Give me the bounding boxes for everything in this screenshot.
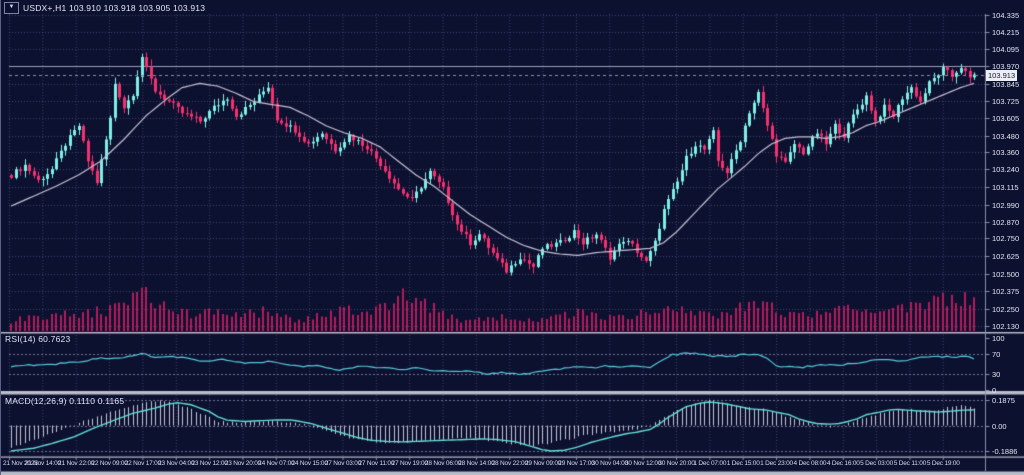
symbol-dropdown-button[interactable]: ▼ bbox=[4, 2, 19, 14]
time-tick-label: 28 Nov 22:00 bbox=[491, 460, 528, 467]
price-tick-label: 103.115 bbox=[992, 183, 1019, 193]
price-tick-label: 103.970 bbox=[992, 62, 1020, 72]
price-tick-label: 102.375 bbox=[992, 287, 1020, 297]
time-tick-label: 23 Nov 12:00 bbox=[191, 460, 228, 467]
macd-tick-label: -0.1886 bbox=[992, 446, 1018, 456]
time-tick-label: 24 Nov 15:00 bbox=[291, 460, 328, 467]
time-tick-label: 5 Dec 19:00 bbox=[926, 460, 960, 467]
price-tick-label: 103.480 bbox=[992, 131, 1020, 141]
rsi-tick-label: 70 bbox=[992, 349, 1001, 359]
price-tick-label: 104.335 bbox=[992, 11, 1020, 20]
time-tick-label: 29 Nov 09:00 bbox=[524, 460, 562, 467]
time-tick-label: 1 Dec 23:00 bbox=[760, 460, 793, 467]
time-tick-label: 22 Nov 09:00 bbox=[91, 460, 128, 467]
macd-tick-label: 0.00 bbox=[992, 421, 1007, 431]
price-tick-label: 103.845 bbox=[992, 80, 1020, 90]
price-tick-label: 102.750 bbox=[992, 234, 1020, 244]
price-tick-label: 102.250 bbox=[992, 304, 1020, 314]
time-tick-label: 27 Nov 03:00 bbox=[324, 460, 362, 467]
time-tick-label: 21 Nov 2023 bbox=[3, 460, 38, 467]
price-tick-label: 104.215 bbox=[992, 27, 1020, 37]
price-tick-label: 104.095 bbox=[992, 44, 1020, 54]
macd-indicator-label: MACD(12,26,9) 0.1110 0.1165 bbox=[5, 396, 125, 406]
current-price-tag: 103.913 bbox=[986, 70, 1018, 81]
time-tick-label: 21 Nov 22:00 bbox=[58, 460, 95, 467]
price-tick-label: 102.500 bbox=[992, 269, 1020, 279]
rsi-tick-label: 30 bbox=[992, 370, 1001, 380]
time-tick-label: 28 Nov 06:00 bbox=[424, 460, 462, 467]
price-tick-label: 103.605 bbox=[992, 113, 1020, 123]
rsi-tick-label: 100 bbox=[992, 334, 1005, 343]
time-tick-label: 30 Nov 12:00 bbox=[625, 460, 662, 467]
time-tick-label: 5 Dec 03:00 bbox=[860, 460, 894, 467]
time-tick-label: 23 Nov 20:00 bbox=[224, 460, 262, 467]
price-tick-label: 102.870 bbox=[992, 217, 1020, 227]
price-tick-label: 102.130 bbox=[992, 321, 1020, 331]
time-tick-label: 24 Nov 07:00 bbox=[258, 460, 295, 467]
price-tick-label: 103.360 bbox=[992, 148, 1020, 158]
symbol-info-bar: ▼ USDX+,H1 103.910 103.918 103.905 103.9… bbox=[4, 2, 205, 14]
time-tick-label: 1 Dec 15:00 bbox=[726, 460, 760, 467]
time-tick-label: 22 Nov 17:00 bbox=[124, 460, 162, 467]
time-tick-label: 21 Nov 14:00 bbox=[24, 460, 61, 467]
macd-tick-label: 0.1875 bbox=[992, 396, 1015, 406]
price-tick-label: 103.240 bbox=[992, 165, 1020, 175]
rsi-indicator-label: RSI(14) 60.7623 bbox=[5, 334, 71, 344]
time-tick-label: 4 Dec 08:00 bbox=[793, 460, 827, 467]
time-tick-label: 30 Nov 04:00 bbox=[591, 460, 628, 467]
time-tick-label: 28 Nov 14:00 bbox=[458, 460, 495, 467]
time-tick-label: 27 Nov 11:00 bbox=[358, 460, 395, 467]
symbol-ohlc-text: USDX+,H1 103.910 103.918 103.905 103.913 bbox=[23, 3, 206, 13]
time-tick-label: 30 Nov 20:00 bbox=[658, 460, 695, 467]
rsi-tick-label: 0 bbox=[992, 386, 997, 395]
time-tick-label: 1 Dec 07:00 bbox=[693, 460, 727, 467]
price-tick-label: 102.990 bbox=[992, 200, 1020, 210]
price-tick-label: 103.725 bbox=[992, 97, 1020, 106]
time-tick-label: 23 Nov 04:00 bbox=[158, 460, 195, 467]
time-tick-label: 27 Nov 19:00 bbox=[391, 460, 428, 467]
time-tick-label: 29 Nov 17:00 bbox=[558, 460, 595, 467]
time-tick-label: 4 Dec 16:00 bbox=[826, 460, 860, 467]
time-tick-label: 5 Dec 11:00 bbox=[893, 460, 927, 467]
price-tick-label: 102.625 bbox=[992, 252, 1020, 262]
